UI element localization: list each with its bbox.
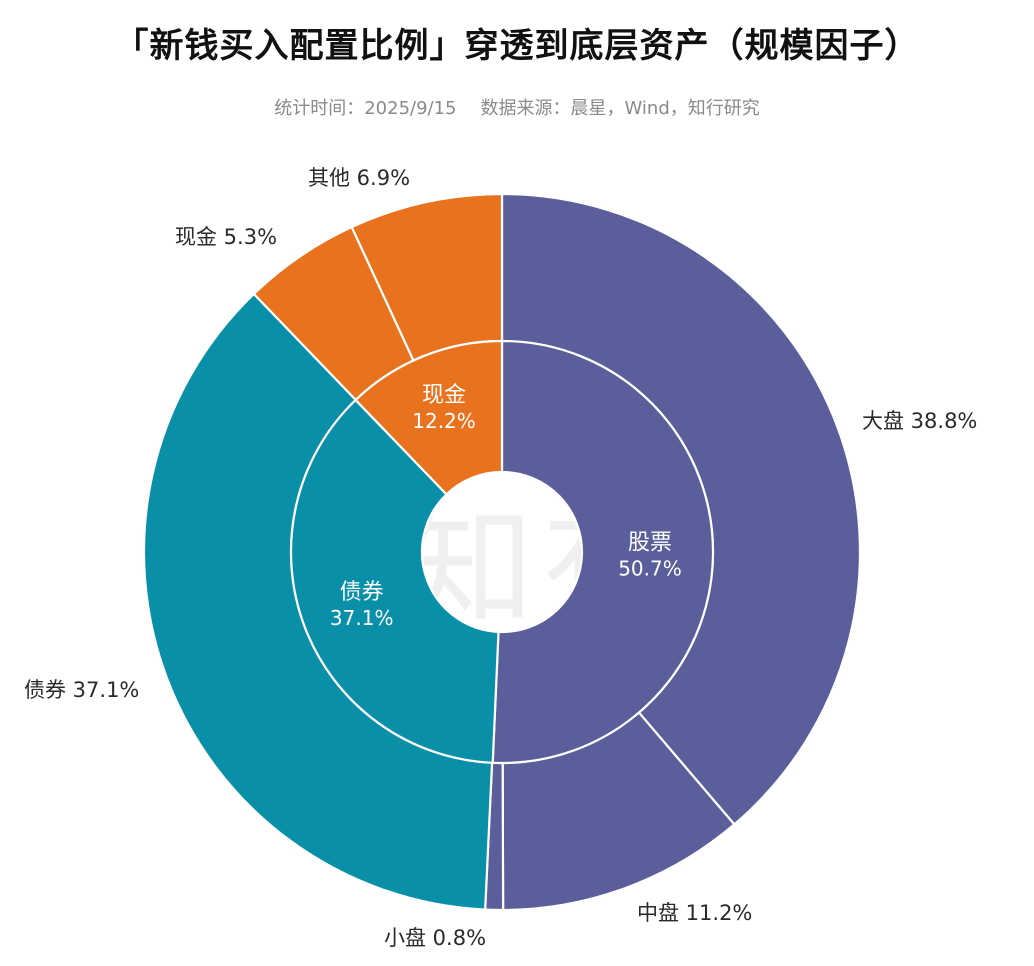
inner-slice-2	[289, 398, 500, 764]
outer-label-3: 小盘 0.8%	[384, 926, 486, 950]
outer-ring	[142, 192, 862, 912]
inner-label-value-2: 37.1%	[330, 606, 394, 630]
inner-label-value-3: 12.2%	[412, 409, 476, 433]
inner-ring	[289, 339, 715, 765]
chart-subtitle: 统计时间：2025/9/15 数据来源：晨星，Wind，知行研究	[0, 94, 1034, 120]
stat-time-text: 统计时间：2025/9/15	[274, 98, 457, 119]
inner-label-name-1: 股票	[628, 530, 672, 555]
outer-ring-labels: 大盘 38.8% 中盘 11.2% 小盘 0.8% 债券 37.1% 现金 5.3% 其他…	[24, 166, 977, 950]
inner-slice-3	[354, 339, 504, 496]
chart-title: 「新钱买入配置比例」穿透到底层资产（规模因子）	[114, 26, 920, 66]
inner-label-name-3: 现金	[422, 383, 466, 408]
inner-slice-1	[491, 339, 715, 765]
outer-label-6: 其他 6.9%	[308, 166, 410, 190]
inner-label-value-1: 50.7%	[618, 556, 682, 580]
source-text: 数据来源：晨星，Wind，知行研究	[480, 98, 760, 119]
inner-label-name-2: 债券	[340, 580, 384, 605]
outer-label-4: 债券 37.1%	[24, 678, 139, 702]
outer-label-2: 中盘 11.2%	[637, 901, 752, 925]
outer-label-5: 现金 5.3%	[175, 225, 277, 249]
outer-label-1: 大盘 38.8%	[862, 409, 977, 433]
